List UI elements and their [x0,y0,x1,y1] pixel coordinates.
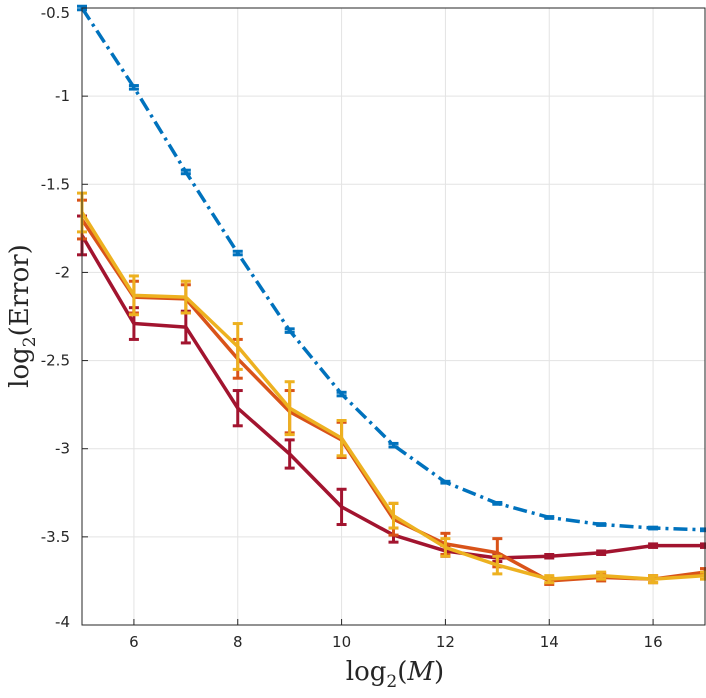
data-point-dark-red [288,453,291,456]
data-point-blue-dashdot [444,481,447,484]
data-point-blue-dashdot [600,523,603,526]
data-point-yellow [548,578,551,581]
data-point-yellow [392,514,395,517]
data-point-yellow [652,578,655,581]
data-point-dark-red [184,326,187,329]
data-point-yellow [132,294,135,297]
data-point-dark-red [132,322,135,325]
x-axis-label-prefix: log [346,657,387,687]
data-point-blue-dashdot [340,393,343,396]
x-axis-label: log2(M) [346,657,444,692]
data-point-dark-red [600,551,603,554]
data-point-orange [496,551,499,554]
data-point-blue-dashdot [392,444,395,447]
y-tick-label: -2.5 [41,352,70,370]
y-tick-label: -1.5 [41,175,70,193]
y-axis-label-variable: Error [5,254,35,326]
x-axis-label-close: ) [434,657,444,687]
x-axis-label-open: ( [397,657,407,687]
data-point-dark-red [652,544,655,547]
x-tick-label: 8 [233,633,243,651]
y-tick-label: -3 [55,440,70,458]
y-tick-label: -1 [55,87,70,105]
data-point-yellow [236,345,239,348]
y-axis-label: log2(Error) [5,244,40,388]
x-tick-label: 6 [129,633,139,651]
data-point-yellow [340,437,343,440]
x-tick-label: 12 [436,633,455,651]
y-axis-label-prefix: log [5,347,35,388]
data-point-dark-red [340,505,343,508]
data-point-blue-dashdot [548,516,551,519]
y-tick-label: -4 [55,613,70,631]
y-tick-label: -3.5 [41,528,70,546]
data-point-blue-dashdot [184,170,187,173]
data-point-blue-dashdot [132,86,135,89]
data-point-yellow [184,296,187,299]
x-tick-label: 14 [540,633,559,651]
data-point-blue-dashdot [236,252,239,255]
data-point-dark-red [236,407,239,410]
data-point-yellow [444,546,447,549]
x-tick-label: 10 [332,633,351,651]
y-tick-label: -0.5 [41,4,70,22]
x-tick-label: 16 [644,633,663,651]
data-point-yellow [496,564,499,567]
x-axis-label-subscript: 2 [386,672,397,692]
data-point-yellow [288,407,291,410]
data-point-blue-dashdot [652,527,655,530]
data-point-blue-dashdot [288,329,291,332]
data-point-dark-red [548,555,551,558]
data-point-blue-dashdot [496,502,499,505]
x-axis-label-variable: M [406,657,435,687]
y-axis-label-subscript: 2 [20,336,40,347]
y-tick-label: -2 [55,263,70,281]
data-point-yellow [600,574,603,577]
y-axis-label-close: ) [5,244,35,254]
y-axis-label-open: ( [5,326,35,336]
